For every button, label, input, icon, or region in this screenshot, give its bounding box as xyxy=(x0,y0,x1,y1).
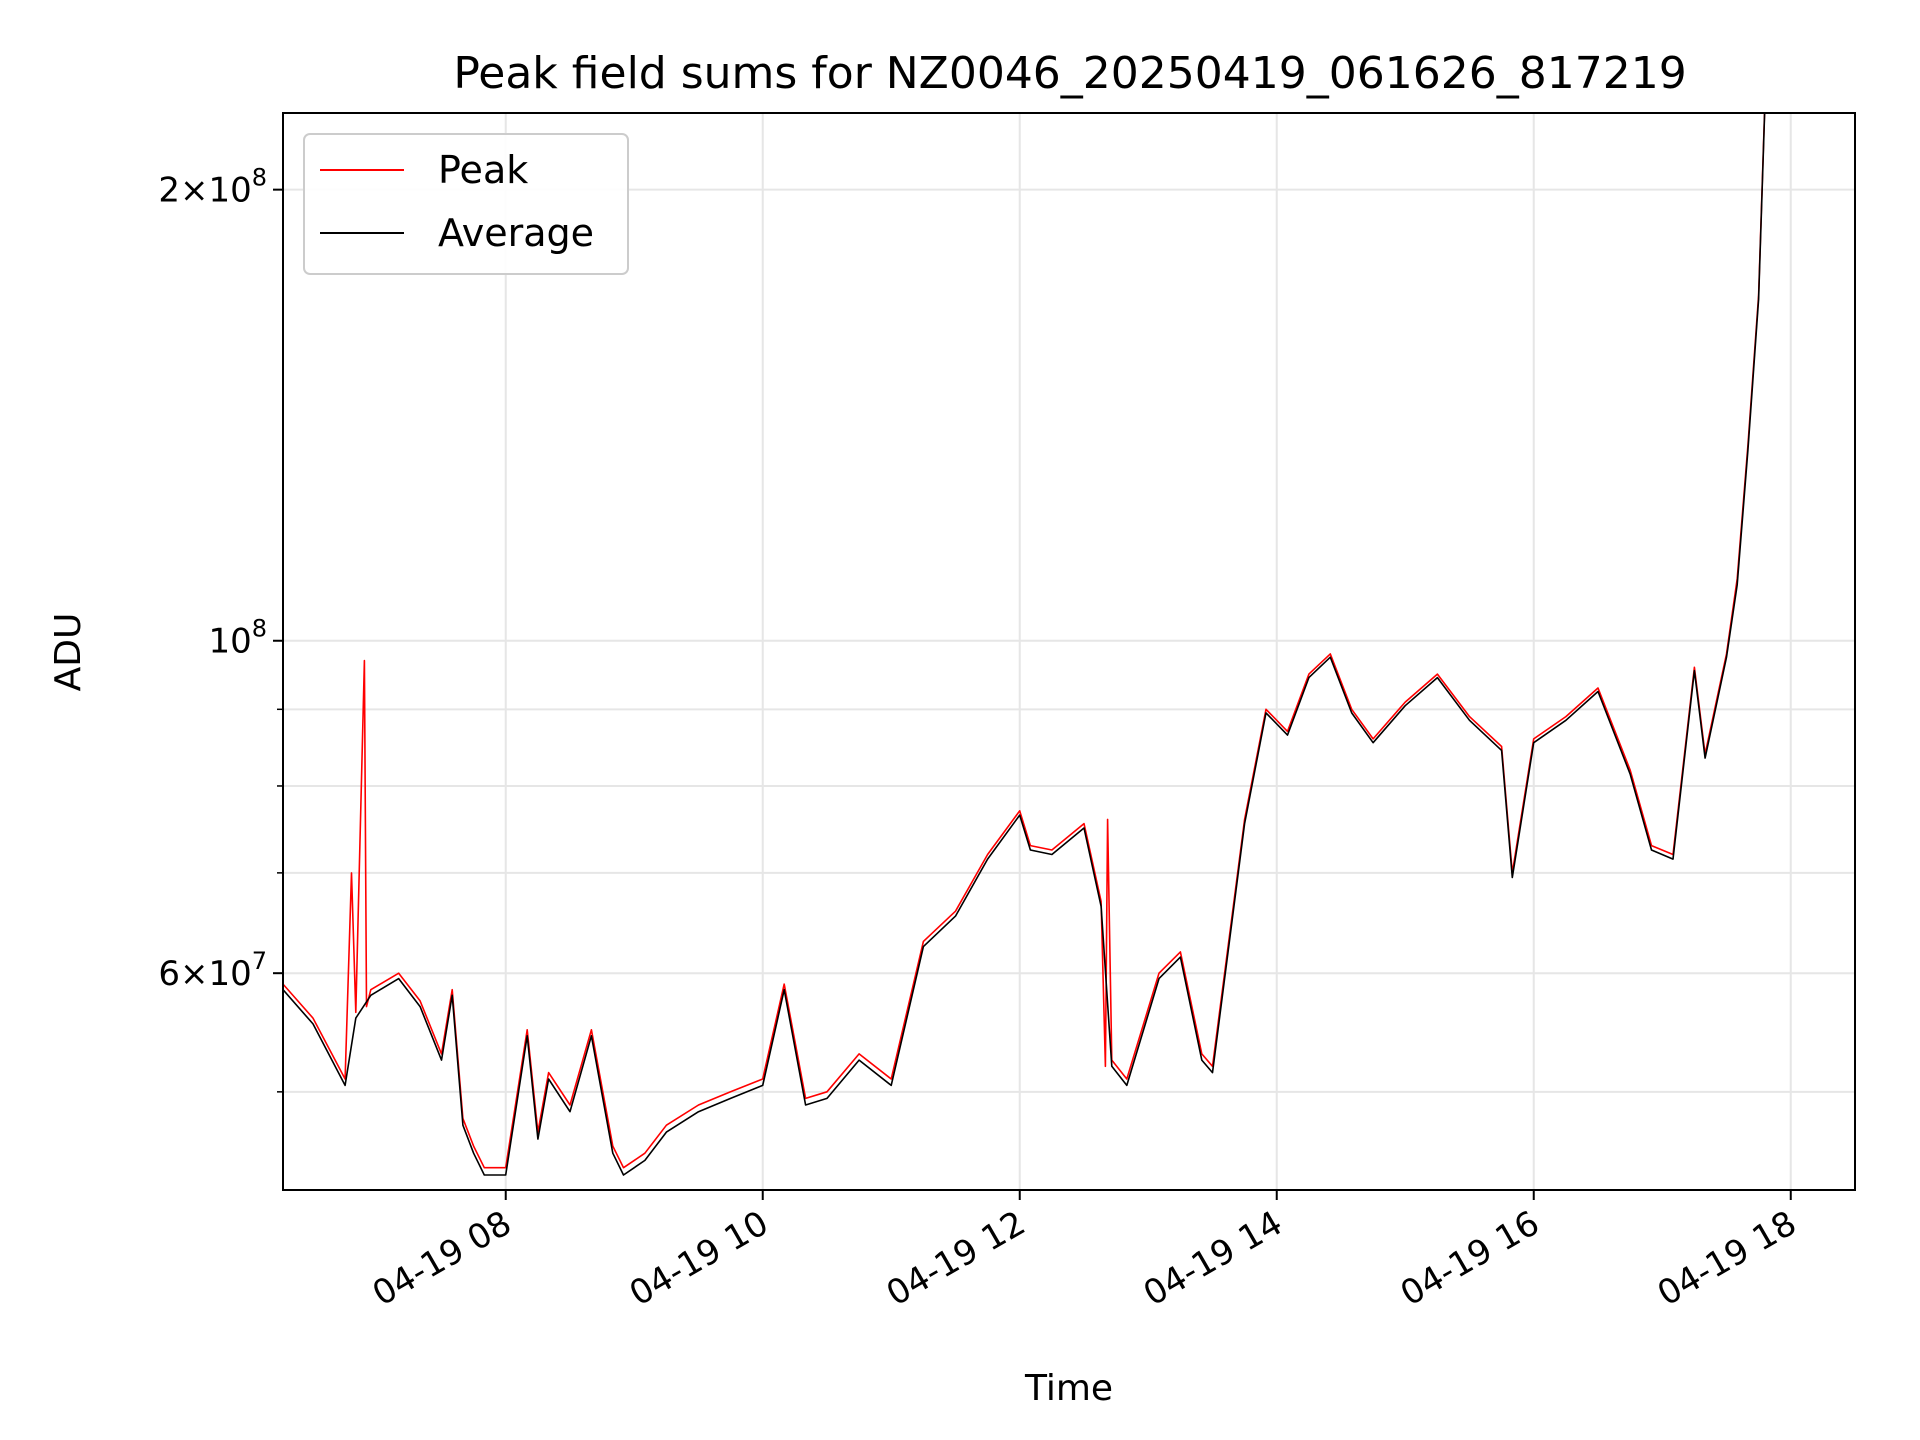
y-tick-label: 6×107 xyxy=(158,947,267,994)
grid xyxy=(283,113,1855,1190)
series-lines xyxy=(283,113,1766,1176)
legend-label-peak: Peak xyxy=(438,148,528,192)
legend-label-average: Average xyxy=(438,211,594,255)
chart-title: Peak field sums for NZ0046_20250419_0616… xyxy=(453,48,1686,99)
y-axis-label: ADU xyxy=(48,613,89,692)
y-tick-label: 2×108 xyxy=(158,164,267,211)
x-axis-label: Time xyxy=(1024,1368,1113,1409)
y-tick-label: 108 xyxy=(208,615,267,662)
legend: Peak Average xyxy=(303,133,629,275)
series-line-average xyxy=(283,113,1766,1176)
y-axis: 6×107 108 2×108 xyxy=(158,164,283,1093)
plot-frame xyxy=(282,112,1856,1191)
